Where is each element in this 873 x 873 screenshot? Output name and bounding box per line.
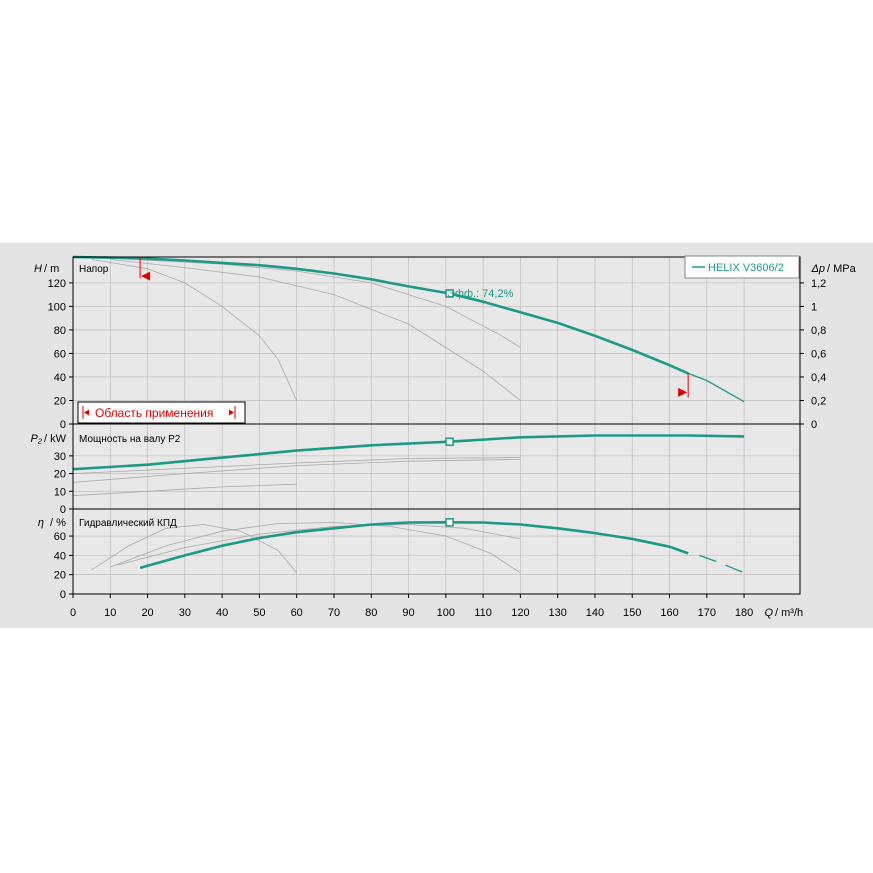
eff-y-unit: / % bbox=[50, 517, 66, 529]
x-tick-label: 60 bbox=[291, 607, 303, 619]
plot-backgrounds bbox=[73, 257, 800, 594]
x-tick-label: 80 bbox=[365, 607, 377, 619]
x-tick-label: 130 bbox=[548, 607, 566, 619]
x-tick-label: 50 bbox=[253, 607, 265, 619]
eff-y-axis-label: η / % bbox=[38, 517, 66, 529]
efficiency-y-tick-label: 60 bbox=[54, 531, 66, 543]
main-curves bbox=[72, 255, 745, 574]
pump-curve-chart: 0 20 40 60 80 100 120 0 0,2 0,4 0,6 0,8 1 1,2 0 10 20 30 0… bbox=[0, 243, 873, 628]
pressure-tick-label: 1,2 bbox=[811, 278, 826, 290]
legend: HELIX V3606/2 bbox=[684, 255, 800, 279]
head-duty-point bbox=[445, 289, 454, 298]
x-tick-label: 40 bbox=[216, 607, 228, 619]
head-y-axis-label: H / m bbox=[34, 263, 59, 275]
x-tick-label: 100 bbox=[437, 607, 455, 619]
pressure-tick-label: 0,2 bbox=[811, 395, 826, 407]
x-tick-label: 110 bbox=[474, 607, 492, 619]
x-tick-label: 180 bbox=[735, 607, 753, 619]
head-y-unit: / m bbox=[44, 263, 59, 275]
operating-range-label: Область применения bbox=[95, 406, 213, 420]
range-max-arrow-icon bbox=[678, 387, 688, 397]
x-axis-unit: / m³/h bbox=[775, 607, 803, 619]
efficiency-reference-curve bbox=[110, 522, 521, 574]
pressure-tick-label: 0 bbox=[811, 419, 817, 431]
range-min-arrow-icon bbox=[141, 271, 151, 281]
efficiency-duty-point bbox=[445, 518, 454, 527]
efficiency-curve-extension bbox=[699, 554, 745, 574]
power-reference-curve bbox=[72, 459, 521, 483]
axes: 02040608010012000,20,40,60,811,201020300… bbox=[48, 256, 826, 619]
pressure-unit: / MPa bbox=[827, 263, 857, 275]
head-reference-curve bbox=[110, 259, 521, 401]
x-tick-label: 120 bbox=[511, 607, 529, 619]
pressure-tick-label: 0,6 bbox=[811, 348, 826, 360]
efficiency-y-tick-label: 20 bbox=[54, 570, 66, 582]
power-duty-point bbox=[445, 437, 454, 446]
duty-efficiency-label: Эфф.: 74,2% bbox=[447, 288, 514, 300]
head-main-curve bbox=[72, 255, 689, 375]
head-reference-curve bbox=[91, 259, 298, 401]
head-y-var: H bbox=[34, 263, 42, 275]
head-y-tick-label: 60 bbox=[54, 348, 66, 360]
legend-label: HELIX V3606/2 bbox=[708, 262, 784, 274]
head-y-tick-label: 120 bbox=[48, 278, 66, 290]
efficiency-reference-curve bbox=[91, 524, 298, 574]
efficiency-main-curve bbox=[139, 521, 689, 570]
x-axis-label: Q / m³/h bbox=[764, 607, 803, 619]
power-y-axis-label: P₂ / kW bbox=[30, 433, 66, 445]
efficiency-frame bbox=[72, 508, 801, 595]
head-y-tick-label: 20 bbox=[54, 395, 66, 407]
efficiency-reference-curve bbox=[117, 524, 521, 566]
head-curve-extension bbox=[687, 372, 745, 403]
x-tick-label: 150 bbox=[623, 607, 641, 619]
x-tick-label: 30 bbox=[179, 607, 191, 619]
x-tick-label: 170 bbox=[698, 607, 716, 619]
pressure-axis-label: Δp / MPa bbox=[811, 263, 857, 275]
power-y-var: P₂ bbox=[30, 433, 42, 445]
operating-range-legend: Область применения bbox=[77, 401, 246, 424]
x-tick-label: 0 bbox=[70, 607, 76, 619]
x-axis-var: Q bbox=[764, 607, 773, 619]
head-y-tick-label: 0 bbox=[60, 419, 66, 431]
x-tick-label: 10 bbox=[104, 607, 116, 619]
efficiency-y-tick-label: 0 bbox=[60, 589, 66, 601]
x-tick-label: 70 bbox=[328, 607, 340, 619]
x-tick-label: 140 bbox=[586, 607, 604, 619]
head-y-tick-label: 40 bbox=[54, 372, 66, 384]
head-y-tick-label: 80 bbox=[54, 325, 66, 337]
pressure-tick-label: 1 bbox=[811, 301, 817, 313]
pressure-var: Δp bbox=[811, 263, 826, 275]
x-tick-label: 90 bbox=[402, 607, 414, 619]
x-tick-label: 20 bbox=[141, 607, 153, 619]
power-title: Мощность на валу P2 bbox=[79, 434, 181, 445]
pressure-tick-label: 0,8 bbox=[811, 325, 826, 337]
operating-range-box bbox=[77, 401, 246, 424]
power-y-tick-label: 20 bbox=[54, 469, 66, 481]
eff-y-var: η bbox=[38, 517, 44, 529]
power-y-tick-label: 0 bbox=[60, 504, 66, 516]
efficiency-title: Гидравлический КПД bbox=[79, 518, 177, 529]
efficiency-y-tick-label: 40 bbox=[54, 550, 66, 562]
power-y-tick-label: 30 bbox=[54, 451, 66, 463]
power-y-tick-label: 10 bbox=[54, 486, 66, 498]
head-y-tick-label: 100 bbox=[48, 301, 66, 313]
head-title: Напор bbox=[79, 264, 109, 275]
power-reference-curve bbox=[72, 457, 521, 474]
power-reference-curve bbox=[72, 483, 297, 497]
chart-svg: 02040608010012000,20,40,60,811,201020300… bbox=[30, 255, 857, 619]
x-tick-label: 160 bbox=[660, 607, 678, 619]
range-right-arrow-icon bbox=[229, 409, 234, 416]
grid-lines bbox=[73, 257, 800, 594]
power-plot-area bbox=[73, 424, 800, 509]
range-left-arrow-icon bbox=[84, 409, 89, 416]
power-y-unit: / kW bbox=[44, 433, 67, 445]
legend-box bbox=[684, 255, 800, 279]
pressure-tick-label: 0,4 bbox=[811, 372, 826, 384]
